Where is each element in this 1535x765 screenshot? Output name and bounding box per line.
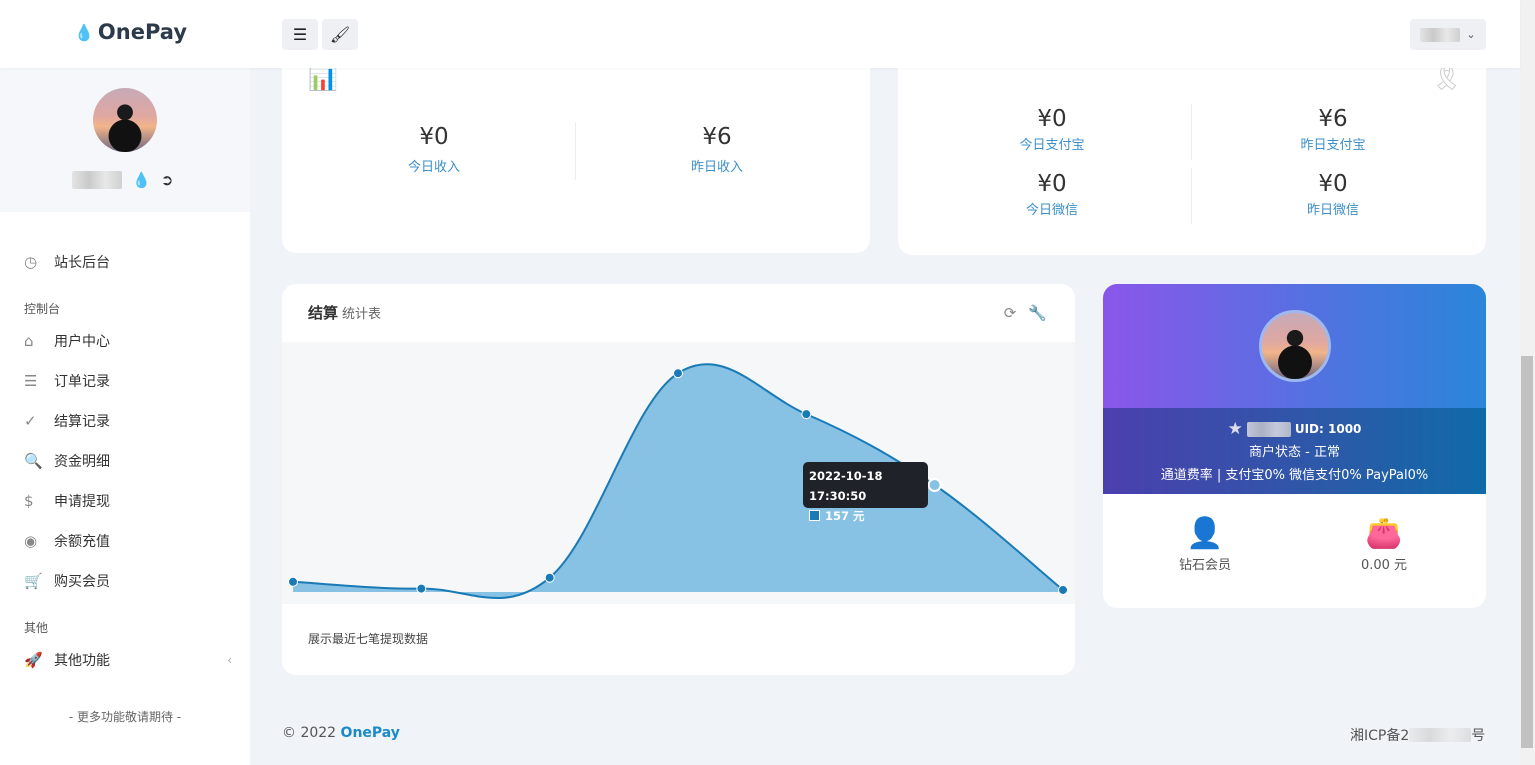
- cart-icon: 🛒: [24, 572, 43, 590]
- divider: [575, 122, 576, 180]
- sidebar: 💧 ➲ ◷ 站长后台 控制台 ⌂ 用户中心 ☰ 订单记录 ✓ 结算记录 🔍 资金明细 $ 申请…: [0, 68, 250, 765]
- wechat-yesterday-value: ¥0: [1318, 171, 1348, 197]
- sidebar-item-recharge[interactable]: ◉ 余额充值: [24, 532, 110, 550]
- uid: UID: 1000: [1294, 422, 1362, 436]
- theme-button[interactable]: 🖌: [322, 19, 358, 50]
- bar-chart-icon: 📊: [308, 64, 338, 92]
- profile-card: ★ UID: 1000 商户状态 - 正常 通道费率 | 支付宝0% 微信支付0%…: [1103, 284, 1486, 608]
- sidebar-item-user-center[interactable]: ⌂ 用户中心: [24, 332, 110, 350]
- wechat-today-value: ¥0: [1037, 171, 1067, 197]
- coin-icon: ◉: [24, 532, 38, 550]
- income-card: 📊 ¥0 今日收入 ¥6 昨日收入: [282, 40, 870, 253]
- wallet-icon: 👛: [1365, 516, 1403, 551]
- divider: [1191, 168, 1192, 224]
- settlement-chart-card: 结算 统计表 ⟳ 🔧 展示最近七笔提现数据: [282, 284, 1075, 675]
- wechat-yesterday-label: 昨日微信: [1306, 203, 1359, 218]
- data-point[interactable]: [1058, 584, 1068, 595]
- merchant-status: 商户状态 - 正常: [1249, 445, 1340, 460]
- alipay-today-value: ¥0: [1037, 106, 1067, 132]
- profile-username: [1246, 422, 1291, 437]
- area-fill: [293, 364, 1063, 599]
- channel-rates: 通道费率 | 支付宝0% 微信支付0% PayPal0%: [1160, 468, 1429, 483]
- divider: [1191, 104, 1192, 160]
- data-point[interactable]: [673, 368, 683, 379]
- data-point[interactable]: [801, 409, 812, 420]
- data-point[interactable]: [927, 478, 942, 492]
- search-dollar-icon: 🔍: [24, 452, 43, 470]
- check-circle-icon: ✓: [24, 412, 37, 430]
- nav-section-other: 其他: [24, 621, 49, 635]
- user-icon: 👤: [1186, 516, 1224, 551]
- chart-tooltip: 2022-10-18 17:30:50 157 元: [803, 462, 928, 523]
- data-point[interactable]: [544, 572, 555, 583]
- username: [72, 171, 122, 189]
- wrench-icon[interactable]: 🔧: [1028, 304, 1047, 322]
- logo[interactable]: 💧 OnePay: [74, 20, 188, 44]
- copyright: © 2022 OnePay: [282, 725, 400, 741]
- alipay-yesterday-value: ¥6: [1318, 106, 1348, 132]
- sidebar-item-funds[interactable]: 🔍 资金明细: [24, 452, 110, 470]
- logout-icon[interactable]: ➲: [160, 171, 174, 189]
- settlement-area-chart: [288, 363, 1068, 600]
- yesterday-income-label: 昨日收入: [690, 160, 743, 175]
- data-point[interactable]: [416, 583, 427, 594]
- chart-area: [282, 342, 1075, 604]
- home-icon: ⌂: [24, 332, 34, 350]
- refresh-icon[interactable]: ⟳: [1003, 304, 1017, 322]
- sidebar-item-settlements[interactable]: ✓ 结算记录: [24, 412, 110, 430]
- sidebar-item-other-functions[interactable]: 🚀 其他功能 ‹: [24, 651, 232, 669]
- star-icon: ★: [1227, 419, 1243, 439]
- data-point[interactable]: [288, 576, 298, 587]
- gauge-icon: ◷: [24, 253, 38, 271]
- alipay-yesterday-label: 昨日支付宝: [1300, 138, 1366, 153]
- alipay-today-label: 今日支付宝: [1019, 138, 1085, 153]
- wechat-today-label: 今日微信: [1025, 203, 1078, 218]
- nav-section-console: 控制台: [24, 302, 61, 316]
- balance: 0.00 元: [1360, 558, 1408, 573]
- today-income-value: ¥0: [419, 124, 449, 150]
- avatar[interactable]: [93, 88, 157, 152]
- rocket-icon: 🚀: [24, 651, 43, 669]
- menu-toggle-button[interactable]: ☰: [282, 19, 318, 50]
- series-swatch: [809, 510, 820, 521]
- chevron-left-icon: ‹: [227, 653, 232, 667]
- profile-avatar: [1259, 310, 1331, 382]
- sidebar-item-orders[interactable]: ☰ 订单记录: [24, 372, 110, 390]
- scrollbar-thumb[interactable]: [1521, 356, 1533, 748]
- header: 💧 OnePay ☰ 🖌 ⌄: [0, 0, 1520, 68]
- sidebar-profile: 💧 ➲: [0, 68, 250, 212]
- channel-card: 🎗 ¥0 今日支付宝 ¥6 昨日支付宝 ¥0 今日微信 ¥0 昨日微信: [898, 40, 1486, 255]
- today-income-label: 今日收入: [407, 160, 460, 175]
- card-title: 结算 统计表: [308, 304, 382, 322]
- list-icon: ☰: [24, 372, 38, 390]
- yesterday-income-value: ¥6: [702, 124, 732, 150]
- membership-level: 钻石会员: [1178, 558, 1231, 573]
- drop-icon[interactable]: 💧: [132, 171, 151, 189]
- icp-link[interactable]: 湘ICP备2 号: [1350, 728, 1486, 744]
- sidebar-item-dashboard[interactable]: ◷ 站长后台: [24, 253, 110, 271]
- more-coming-note: - 更多功能敬请期待 -: [68, 710, 182, 724]
- dollar-icon: $: [24, 492, 34, 510]
- drop-icon: 💧: [74, 22, 94, 42]
- chart-caption: 展示最近七笔提现数据: [308, 632, 429, 646]
- award-icon: 🎗: [1431, 64, 1462, 92]
- footer-brand-link[interactable]: OnePay: [340, 725, 400, 741]
- sidebar-item-buy-membership[interactable]: 🛒 购买会员: [24, 572, 110, 590]
- user-menu-button[interactable]: ⌄: [1410, 19, 1486, 50]
- chevron-down-icon: ⌄: [1466, 28, 1476, 41]
- sidebar-item-withdraw[interactable]: $ 申请提现: [24, 492, 110, 510]
